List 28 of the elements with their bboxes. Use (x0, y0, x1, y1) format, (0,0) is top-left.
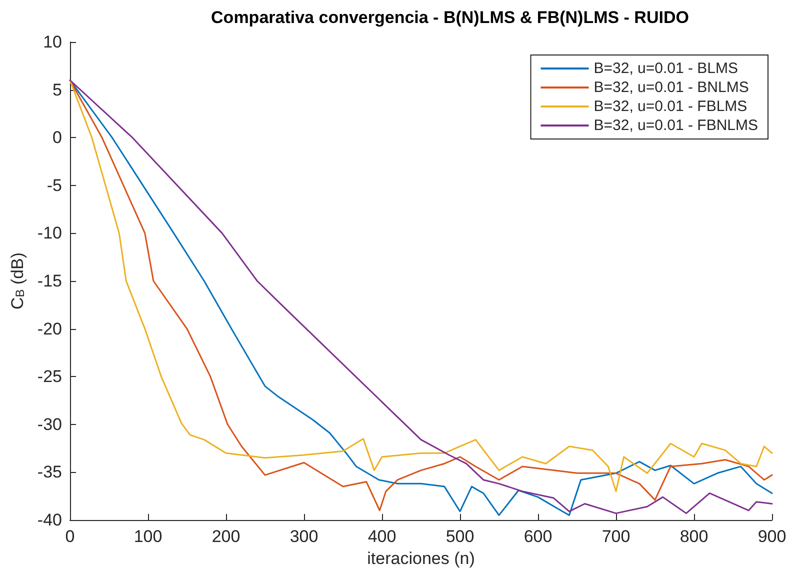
legend-label: B=32, u=0.01 - FBNLMS (594, 117, 758, 134)
x-tick-label: 300 (290, 527, 318, 546)
legend-label: B=32, u=0.01 - BLMS (594, 60, 738, 77)
chart-title: Comparativa convergencia - B(N)LMS & FB(N)LMS - RUIDO (211, 8, 689, 27)
x-tick-label: 400 (368, 527, 396, 546)
legend-label: B=32, u=0.01 - BNLMS (594, 79, 749, 96)
x-tick-label: 900 (758, 527, 786, 546)
x-axis-title: iteraciones (n) (367, 548, 475, 568)
x-tick-label: 800 (680, 527, 708, 546)
y-axis-title: CB (dB) (8, 252, 27, 310)
y-tick-label: -25 (37, 367, 62, 386)
legend-label: B=32, u=0.01 - FBLMS (594, 98, 748, 115)
y-tick-label: -15 (37, 272, 62, 290)
x-tick-label: 100 (134, 527, 162, 546)
y-tick-label: -40 (37, 510, 62, 530)
y-tick-label: 10 (43, 32, 62, 52)
y-tick-label: -20 (37, 319, 62, 338)
y-tick-label: 5 (52, 80, 62, 100)
x-tick-label: 200 (212, 527, 240, 546)
x-tick-label: 700 (602, 527, 630, 546)
x-tick-label: 500 (446, 527, 474, 546)
y-tick-label: -5 (46, 176, 62, 195)
x-tick-label: 0 (65, 527, 75, 546)
y-tick-label: 0 (52, 128, 62, 148)
x-tick-label: 600 (524, 527, 552, 546)
y-tick-label: -30 (37, 414, 62, 434)
y-tick-label: -35 (37, 462, 62, 482)
y-tick-label: -10 (37, 224, 62, 243)
